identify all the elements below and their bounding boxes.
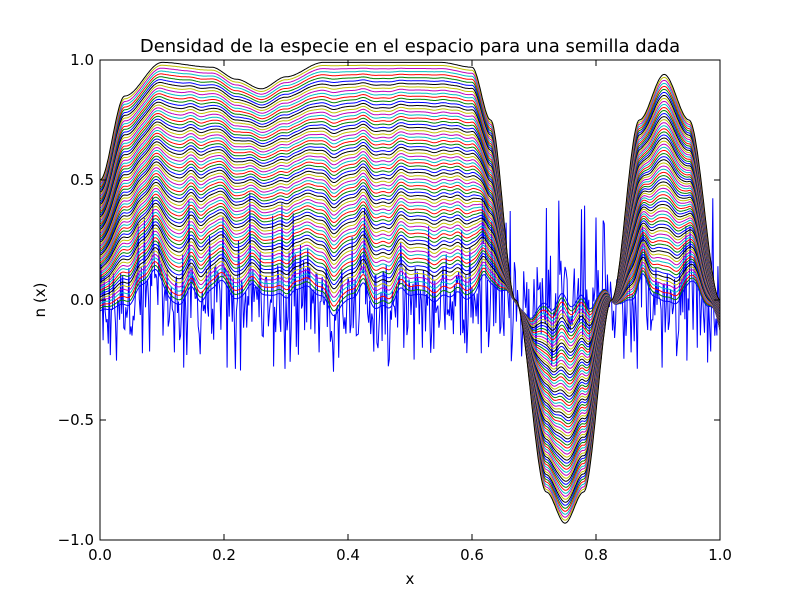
x-tick-label: 0.6	[460, 546, 484, 564]
tick-group: 0.0 0.2 0.4 0.6 0.8 1.0 −1.0 −0.5 0.0 0.5 1.0	[58, 51, 732, 564]
x-tick-label: 1.0	[708, 546, 732, 564]
initial-noise-line	[100, 192, 720, 372]
y-tick-label: 1.0	[70, 51, 94, 69]
curve-group	[100, 61, 720, 524]
chart-title: Densidad de la especie en el espacio par…	[140, 36, 680, 57]
y-tick-label: 0.0	[70, 291, 94, 309]
x-tick-label: 0.4	[336, 546, 360, 564]
y-axis-label: n (x)	[31, 283, 49, 318]
x-tick-label: 0.2	[212, 546, 236, 564]
x-tick-label: 0.8	[584, 546, 608, 564]
y-tick-label: −0.5	[58, 411, 94, 429]
x-tick-label: 0.0	[88, 546, 112, 564]
series-line	[100, 61, 720, 524]
x-axis-label: x	[406, 570, 415, 588]
y-tick-label: −1.0	[58, 531, 94, 549]
y-tick-label: 0.5	[70, 171, 94, 189]
